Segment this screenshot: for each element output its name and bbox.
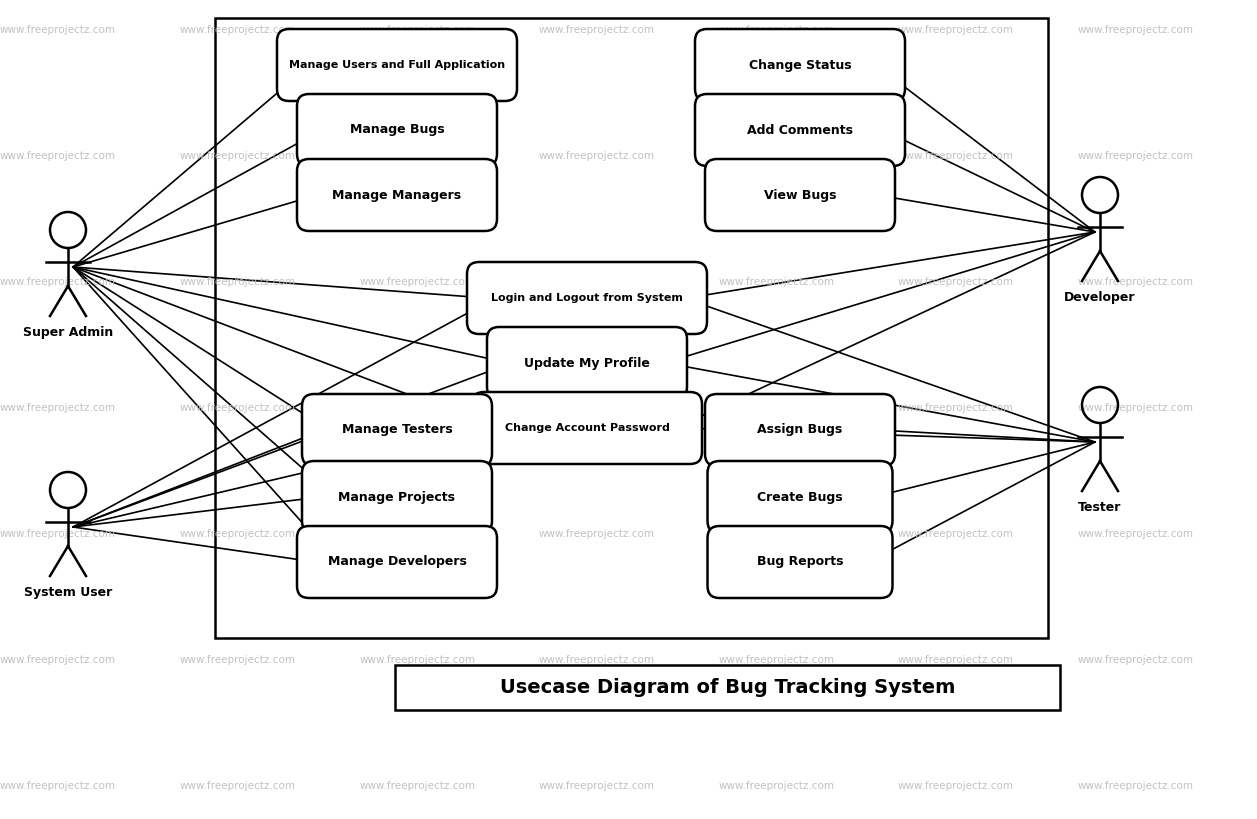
FancyBboxPatch shape <box>297 94 497 166</box>
FancyBboxPatch shape <box>705 394 895 466</box>
Text: Bug Reports: Bug Reports <box>757 555 843 568</box>
Text: Change Status: Change Status <box>749 58 851 71</box>
Text: www.freeprojectz.com: www.freeprojectz.com <box>897 529 1014 539</box>
Text: System User: System User <box>24 586 112 599</box>
Text: www.freeprojectz.com: www.freeprojectz.com <box>1077 655 1193 665</box>
Text: www.freeprojectz.com: www.freeprojectz.com <box>0 151 116 161</box>
Text: Manage Bugs: Manage Bugs <box>349 124 444 137</box>
Text: Manage Users and Full Application: Manage Users and Full Application <box>289 60 505 70</box>
Text: Tester: Tester <box>1079 501 1121 514</box>
Text: www.freeprojectz.com: www.freeprojectz.com <box>1077 403 1193 413</box>
Text: www.freeprojectz.com: www.freeprojectz.com <box>718 151 835 161</box>
Text: www.freeprojectz.com: www.freeprojectz.com <box>718 781 835 791</box>
Text: www.freeprojectz.com: www.freeprojectz.com <box>180 655 295 665</box>
Text: View Bugs: View Bugs <box>764 188 836 201</box>
Text: www.freeprojectz.com: www.freeprojectz.com <box>539 403 655 413</box>
Text: www.freeprojectz.com: www.freeprojectz.com <box>897 403 1014 413</box>
Text: Developer: Developer <box>1065 291 1136 304</box>
Text: www.freeprojectz.com: www.freeprojectz.com <box>180 781 295 791</box>
Text: Super Admin: Super Admin <box>23 326 113 339</box>
Text: www.freeprojectz.com: www.freeprojectz.com <box>1077 151 1193 161</box>
Text: www.freeprojectz.com: www.freeprojectz.com <box>718 529 835 539</box>
Text: www.freeprojectz.com: www.freeprojectz.com <box>360 655 475 665</box>
Text: www.freeprojectz.com: www.freeprojectz.com <box>0 781 116 791</box>
FancyBboxPatch shape <box>708 526 892 598</box>
FancyBboxPatch shape <box>708 461 892 533</box>
Text: Manage Testers: Manage Testers <box>342 423 453 437</box>
Text: Manage Managers: Manage Managers <box>332 188 461 201</box>
Text: Assign Bugs: Assign Bugs <box>758 423 842 437</box>
FancyBboxPatch shape <box>297 526 497 598</box>
Text: www.freeprojectz.com: www.freeprojectz.com <box>180 529 295 539</box>
Text: www.freeprojectz.com: www.freeprojectz.com <box>539 277 655 287</box>
Text: Usecase Diagram of Bug Tracking System: Usecase Diagram of Bug Tracking System <box>500 678 955 697</box>
FancyBboxPatch shape <box>471 392 701 464</box>
FancyBboxPatch shape <box>486 327 688 399</box>
Text: www.freeprojectz.com: www.freeprojectz.com <box>718 25 835 35</box>
Text: www.freeprojectz.com: www.freeprojectz.com <box>0 403 116 413</box>
Text: www.freeprojectz.com: www.freeprojectz.com <box>1077 277 1193 287</box>
Text: www.freeprojectz.com: www.freeprojectz.com <box>360 529 475 539</box>
FancyBboxPatch shape <box>468 262 706 334</box>
Text: Add Comments: Add Comments <box>747 124 854 137</box>
Text: www.freeprojectz.com: www.freeprojectz.com <box>897 25 1014 35</box>
Text: www.freeprojectz.com: www.freeprojectz.com <box>180 277 295 287</box>
FancyBboxPatch shape <box>277 29 517 101</box>
Text: www.freeprojectz.com: www.freeprojectz.com <box>0 277 116 287</box>
Text: Change Account Password: Change Account Password <box>504 423 670 433</box>
Text: Manage Developers: Manage Developers <box>328 555 466 568</box>
Text: Manage Projects: Manage Projects <box>338 491 455 504</box>
Text: www.freeprojectz.com: www.freeprojectz.com <box>360 277 475 287</box>
Text: www.freeprojectz.com: www.freeprojectz.com <box>718 277 835 287</box>
Text: www.freeprojectz.com: www.freeprojectz.com <box>897 781 1014 791</box>
Text: Login and Logout from System: Login and Logout from System <box>491 293 683 303</box>
Text: www.freeprojectz.com: www.freeprojectz.com <box>180 151 295 161</box>
Text: www.freeprojectz.com: www.freeprojectz.com <box>360 781 475 791</box>
Text: www.freeprojectz.com: www.freeprojectz.com <box>1077 25 1193 35</box>
Text: www.freeprojectz.com: www.freeprojectz.com <box>360 403 475 413</box>
Text: www.freeprojectz.com: www.freeprojectz.com <box>180 403 295 413</box>
FancyBboxPatch shape <box>297 159 497 231</box>
Text: www.freeprojectz.com: www.freeprojectz.com <box>0 529 116 539</box>
Text: www.freeprojectz.com: www.freeprojectz.com <box>0 655 116 665</box>
Text: www.freeprojectz.com: www.freeprojectz.com <box>718 403 835 413</box>
Bar <box>395 665 1060 710</box>
Text: www.freeprojectz.com: www.freeprojectz.com <box>1077 781 1193 791</box>
Text: Create Bugs: Create Bugs <box>757 491 842 504</box>
Text: www.freeprojectz.com: www.freeprojectz.com <box>539 25 655 35</box>
FancyBboxPatch shape <box>695 29 905 101</box>
FancyBboxPatch shape <box>705 159 895 231</box>
Text: www.freeprojectz.com: www.freeprojectz.com <box>897 655 1014 665</box>
Text: www.freeprojectz.com: www.freeprojectz.com <box>897 277 1014 287</box>
Text: www.freeprojectz.com: www.freeprojectz.com <box>539 151 655 161</box>
Text: Update My Profile: Update My Profile <box>524 356 650 369</box>
Text: www.freeprojectz.com: www.freeprojectz.com <box>0 25 116 35</box>
Text: www.freeprojectz.com: www.freeprojectz.com <box>360 25 475 35</box>
Text: www.freeprojectz.com: www.freeprojectz.com <box>539 655 655 665</box>
Text: www.freeprojectz.com: www.freeprojectz.com <box>718 655 835 665</box>
Text: www.freeprojectz.com: www.freeprojectz.com <box>897 151 1014 161</box>
FancyBboxPatch shape <box>695 94 905 166</box>
Text: www.freeprojectz.com: www.freeprojectz.com <box>360 151 475 161</box>
FancyBboxPatch shape <box>302 394 491 466</box>
Text: www.freeprojectz.com: www.freeprojectz.com <box>1077 529 1193 539</box>
Text: www.freeprojectz.com: www.freeprojectz.com <box>539 529 655 539</box>
Text: www.freeprojectz.com: www.freeprojectz.com <box>180 25 295 35</box>
Text: www.freeprojectz.com: www.freeprojectz.com <box>539 781 655 791</box>
Bar <box>215 18 1048 638</box>
FancyBboxPatch shape <box>302 461 491 533</box>
